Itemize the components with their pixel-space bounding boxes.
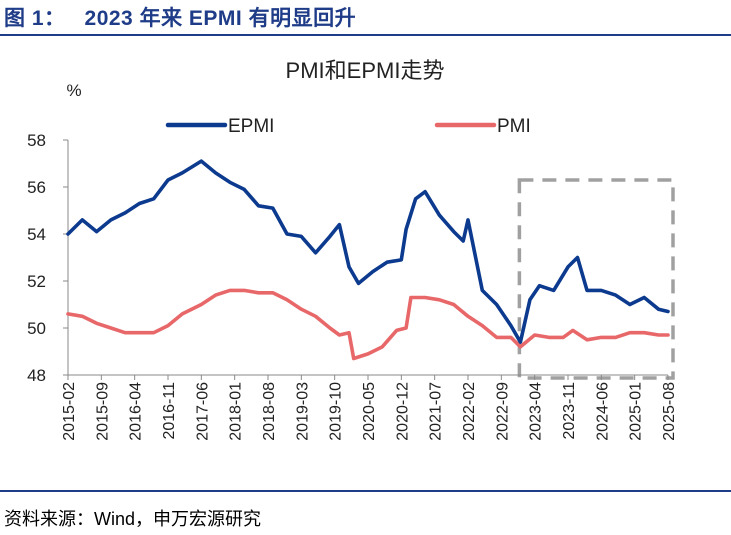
highlight-box-layer: [517, 178, 675, 380]
x-tick-label: 2023-04: [528, 382, 545, 441]
chart-svg: PMI和EPMI走势 % EPMI PMI 48 50 52 54 56 58 2015-0…: [27, 58, 678, 441]
series-layer: [66, 159, 670, 361]
x-tick-label: 2019-03: [294, 382, 311, 441]
x-tick-label: 2024-06: [594, 382, 611, 441]
x-tick-label: 2021-07: [428, 382, 445, 441]
y-axis-unit: %: [66, 81, 81, 100]
title-underline: [0, 34, 731, 36]
series-line-pmi: [66, 288, 670, 361]
x-tick-label: 2015-09: [94, 382, 111, 441]
source-note: 资料来源：Wind，申万宏源研究: [4, 509, 262, 529]
series-line-epmi: [66, 159, 670, 344]
x-tick-label: 2023-11: [561, 382, 578, 440]
x-tick-label: 2022-02: [461, 382, 478, 441]
x-tick-label: 2020-12: [394, 382, 411, 441]
x-tick-label: 2018-01: [228, 382, 245, 441]
x-tick-label: 2019-10: [328, 382, 345, 441]
x-axis: 2015-02 2015-09 2016-04 2016-11 2017-06 2018-…: [61, 374, 678, 441]
figure-title: 图 1： 2023 年来 EPMI 有明显回升: [4, 7, 357, 30]
y-tick-label: 54: [27, 225, 46, 244]
x-tick-label: 2016-11: [161, 382, 178, 440]
source-rule: [0, 490, 731, 492]
y-axis: 48 50 52 54 56 58: [27, 131, 69, 385]
x-tick-label: 2022-09: [494, 382, 511, 441]
x-tick-label: 2017-06: [194, 382, 211, 441]
y-tick-label: 48: [27, 366, 46, 385]
highlight-box: [517, 178, 675, 380]
x-tick-label: 2020-05: [361, 382, 378, 441]
x-tick-label: 2015-02: [61, 382, 78, 441]
x-tick-label: 2025-01: [628, 382, 645, 441]
legend-label-epmi: EPMI: [228, 116, 274, 137]
y-tick-label: 58: [27, 131, 46, 150]
y-tick-label: 56: [27, 178, 46, 197]
x-tick-label: 2025-08: [661, 382, 678, 441]
x-tick-label: 2018-08: [261, 382, 278, 441]
x-tick-label: 2016-04: [128, 382, 145, 441]
y-tick-label: 52: [27, 272, 46, 291]
legend: EPMI PMI: [165, 116, 531, 137]
chart-title: PMI和EPMI走势: [286, 58, 445, 83]
y-tick-label: 50: [27, 319, 46, 338]
legend-label-pmi: PMI: [497, 116, 531, 137]
